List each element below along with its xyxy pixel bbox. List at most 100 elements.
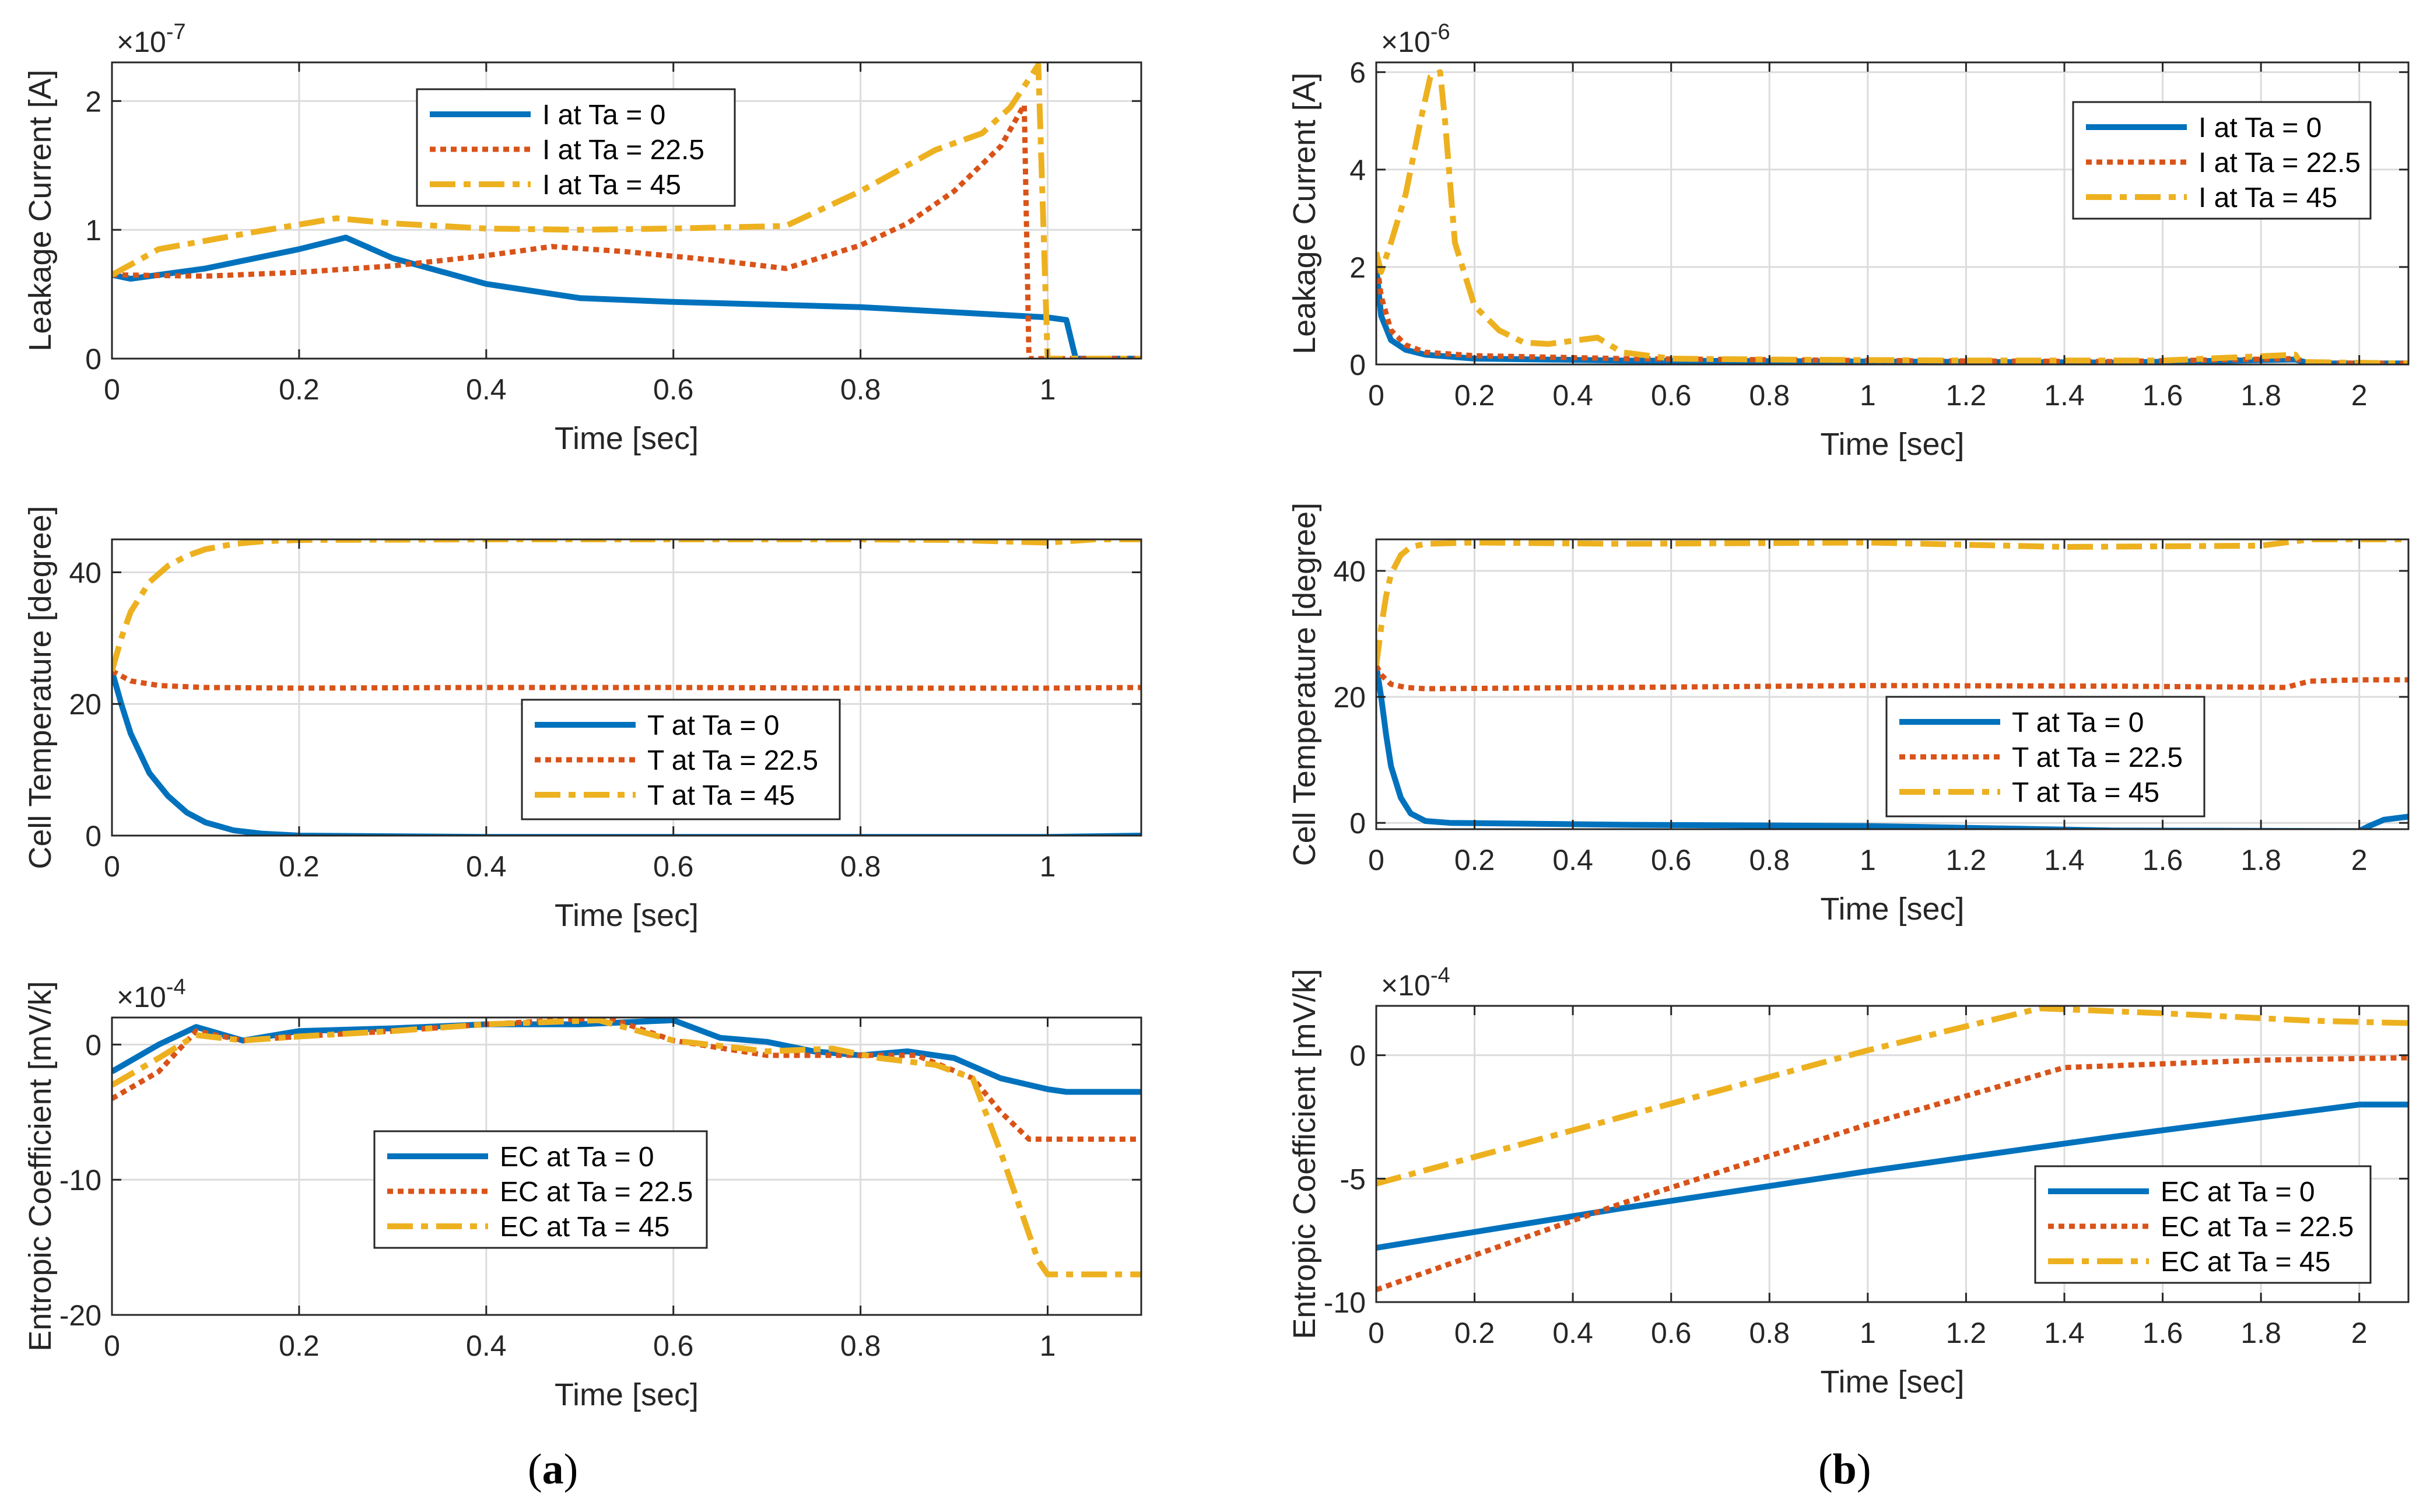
panel-label-b-letter: b — [1832, 1446, 1857, 1493]
axes-box — [1375, 61, 2410, 366]
x-tick-label: 0.6 — [1651, 844, 1692, 876]
legend-label: EC at Ta = 0 — [500, 1142, 654, 1173]
axis-exponent: ×10-4 — [117, 975, 186, 1013]
y-tick-label: 6 — [1349, 57, 1366, 89]
x-tick-label: 1.2 — [1946, 844, 1987, 876]
legend-label: I at Ta = 0 — [542, 100, 665, 131]
legend: EC at Ta = 0 EC at Ta = 22.5 EC at Ta = 45 — [373, 1130, 708, 1249]
axis-exponent-power: -4 — [1430, 963, 1450, 988]
x-tick-label: 0.6 — [653, 850, 694, 883]
y-tick-label: 0 — [1349, 1040, 1366, 1072]
y-axis-label: Leakage Current [A] — [23, 69, 58, 351]
series-line-2 — [1376, 664, 2408, 692]
panel-label-a-open: ( — [528, 1446, 542, 1493]
x-tick-label: 0.2 — [1454, 844, 1495, 876]
y-tick-label: 0 — [1349, 349, 1366, 381]
legend-label: T at Ta = 22.5 — [2012, 742, 2183, 773]
panel-label-a-close: ) — [563, 1446, 578, 1493]
series-line-2 — [1376, 257, 2408, 364]
legend-label: I at Ta = 22.5 — [2198, 148, 2361, 178]
y-tick-label: 4 — [1349, 154, 1366, 187]
y-tick-label: 2 — [1349, 251, 1366, 284]
axes-box — [111, 61, 1142, 360]
x-tick-label: 1.8 — [2240, 379, 2281, 412]
x-tick-label: 0.8 — [840, 850, 881, 883]
x-tick-label: 0.4 — [466, 373, 507, 406]
x-tick-label: 0.4 — [466, 1329, 507, 1362]
x-tick-label: 0.8 — [1749, 1317, 1790, 1349]
x-tick-label: 0.2 — [1454, 1317, 1495, 1349]
legend-label: T at Ta = 0 — [647, 710, 779, 741]
x-tick-label: 1.2 — [1946, 1317, 1987, 1349]
legend-label: I at Ta = 45 — [542, 170, 681, 201]
chart-a-2: 0 0.2 0.4 0.6 0.8 1 0 20 40 Time [sec] Cell Temper… — [23, 506, 1142, 933]
chart-a-3: 0 0.2 0.4 0.6 0.8 1 -20 -10 0 Time [sec] Entropic … — [23, 975, 1142, 1412]
series-line-3 — [112, 539, 1141, 672]
x-axis-label: Time [sec] — [1820, 427, 1964, 462]
x-tick-label: 0 — [104, 850, 120, 883]
x-tick-label: 0.6 — [1651, 379, 1692, 412]
x-tick-label: 0.8 — [840, 1329, 881, 1362]
axis-exponent-power: -6 — [1430, 20, 1450, 44]
legend-label: T at Ta = 0 — [2012, 707, 2144, 738]
x-axis-label: Time [sec] — [1820, 892, 1964, 927]
x-tick-label: 0 — [1368, 379, 1384, 412]
axis-exponent: ×10-7 — [117, 20, 186, 58]
x-tick-label: 0 — [104, 373, 120, 406]
y-axis-label: Entropic Coefficient [mV/k] — [23, 981, 58, 1351]
y-tick-label: -10 — [1324, 1286, 1366, 1319]
x-tick-label: 0.8 — [1749, 844, 1790, 876]
axis-exponent-power: -7 — [166, 20, 186, 44]
legend: I at Ta = 0 I at Ta = 22.5 I at Ta = 45 — [2072, 101, 2372, 220]
legend-label: EC at Ta = 22.5 — [2161, 1212, 2354, 1243]
legend-label: I at Ta = 0 — [2198, 113, 2322, 143]
legend: EC at Ta = 0 EC at Ta = 22.5 EC at Ta = 45 — [2034, 1165, 2372, 1284]
x-tick-label: 2 — [2351, 844, 2368, 876]
x-tick-label: 1.6 — [2143, 379, 2183, 412]
x-tick-label: 0.2 — [279, 1329, 320, 1362]
x-axis-label: Time [sec] — [555, 1377, 699, 1412]
x-tick-label: 1.6 — [2143, 1317, 2183, 1349]
series-line-2 — [1376, 1055, 2408, 1293]
x-tick-label: 0 — [104, 1329, 120, 1362]
x-tick-label: 1 — [1860, 844, 1876, 876]
x-axis-label: Time [sec] — [1820, 1364, 1964, 1399]
legend-label: EC at Ta = 22.5 — [500, 1177, 693, 1208]
legend: T at Ta = 0 T at Ta = 22.5 T at Ta = 45 — [1885, 696, 2205, 818]
x-tick-label: 1 — [1860, 1317, 1876, 1349]
y-tick-label: 40 — [1333, 555, 1366, 588]
x-tick-label: 0.2 — [279, 373, 320, 406]
legend-label: I at Ta = 22.5 — [542, 135, 704, 166]
chart-b-1: 0 0.2 0.4 0.6 0.8 1 1.2 1.4 1.6 1.8 2 0 2 4 6 Time [sec… — [1287, 20, 2410, 462]
y-axis-label: Cell Temperature [degree] — [23, 506, 58, 869]
x-tick-label: 0.4 — [466, 850, 507, 883]
x-tick-label: 0.6 — [653, 373, 694, 406]
x-axis-label: Time [sec] — [555, 421, 699, 456]
panel-label-b-close: ) — [1856, 1446, 1871, 1493]
series-line-3 — [112, 62, 1141, 359]
y-axis-label: Leakage Current [A] — [1287, 72, 1322, 354]
series-line-1 — [112, 670, 1141, 836]
x-tick-label: 1.4 — [2044, 1317, 2085, 1349]
legend-label: EC at Ta = 45 — [500, 1212, 669, 1243]
legend-box — [521, 699, 841, 820]
series-line-1 — [1376, 1101, 2408, 1251]
axis-exponent-power: -4 — [166, 975, 186, 999]
x-tick-label: 1.4 — [2044, 844, 2085, 876]
y-tick-label: 0 — [85, 1029, 101, 1061]
legend: T at Ta = 0 T at Ta = 22.5 T at Ta = 45 — [521, 699, 841, 820]
x-tick-label: 0.6 — [1651, 1317, 1692, 1349]
legend-label: EC at Ta = 0 — [2161, 1177, 2315, 1208]
y-tick-label: -10 — [59, 1164, 101, 1197]
panel-label-a-letter: a — [542, 1446, 564, 1493]
legend-label: EC at Ta = 45 — [2161, 1247, 2330, 1278]
x-tick-label: 1.6 — [2143, 844, 2183, 876]
x-tick-label: 0.6 — [653, 1329, 694, 1362]
x-tick-label: 1.8 — [2240, 844, 2281, 876]
legend-label: T at Ta = 45 — [647, 780, 795, 811]
legend: I at Ta = 0 I at Ta = 22.5 I at Ta = 45 — [416, 88, 736, 207]
x-tick-label: 1.2 — [1946, 379, 1987, 412]
y-axis-label: Cell Temperature [degree] — [1287, 503, 1322, 866]
y-tick-label: 0 — [85, 343, 101, 376]
